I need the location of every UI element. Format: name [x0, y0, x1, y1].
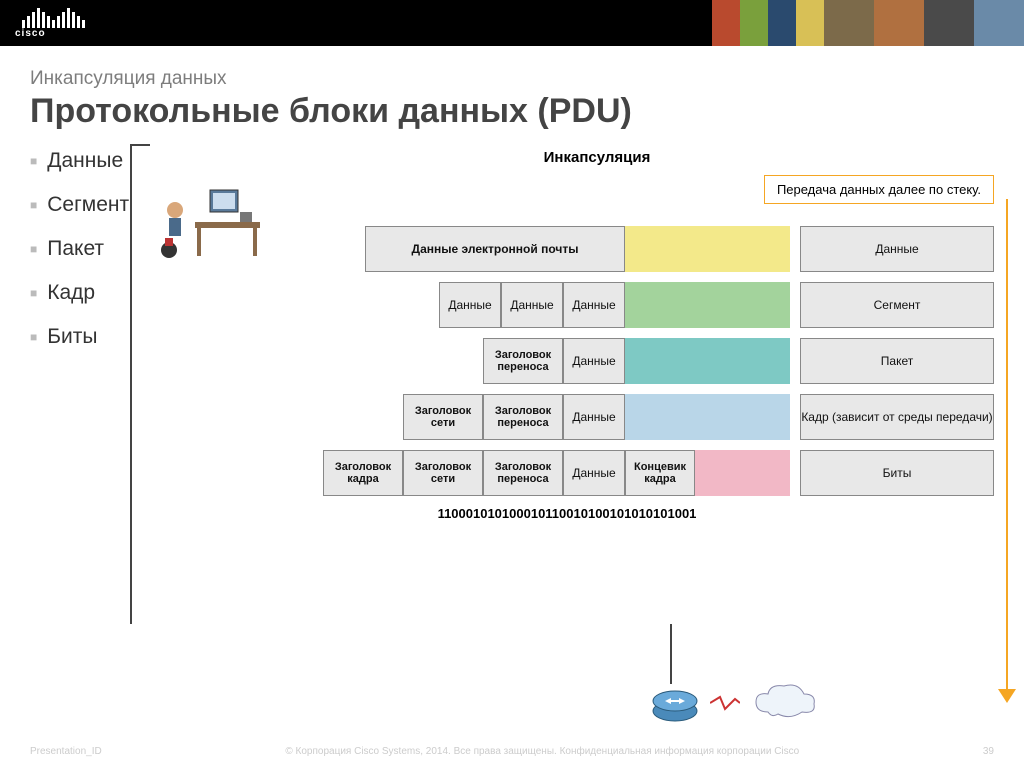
row-boxes: Заголовок сетиЗаголовок переносаДанные	[200, 394, 745, 440]
header-cell: Заголовок переноса	[483, 338, 563, 384]
slide-footer: Presentation_ID © Корпорация Cisco Syste…	[0, 746, 1024, 757]
row-boxes: ДанныеДанныеДанные	[200, 282, 745, 328]
header-cell: Заголовок сети	[403, 450, 483, 496]
connector-v1	[130, 144, 132, 624]
bullet-item: Кадр	[30, 281, 200, 305]
encap-row: Данные электронной почты Данные	[200, 226, 994, 272]
header-cell: Заголовок переноса	[483, 394, 563, 440]
cisco-logo-text: cisco	[0, 28, 85, 39]
pdu-label-box: Пакет	[800, 338, 994, 384]
cisco-logo-bars	[0, 8, 85, 28]
row-bg-color	[610, 282, 790, 328]
top-bar: cisco	[0, 0, 1024, 46]
data-cell: Данные	[563, 282, 625, 328]
header-cell: Заголовок кадра	[323, 450, 403, 496]
header-cell: Заголовок переноса	[483, 450, 563, 496]
encap-row: Заголовок переносаДанные Пакет	[200, 338, 994, 384]
row-boxes: Данные электронной почты	[200, 226, 745, 272]
encap-row: ДанныеДанныеДанныеСегмент	[200, 282, 994, 328]
workstation-icon	[155, 180, 265, 265]
pdu-label-box: Биты	[800, 450, 994, 496]
row-bg-color	[610, 338, 790, 384]
data-cell: Данные	[563, 450, 625, 496]
diagram-heading: Инкапсуляция	[200, 149, 994, 166]
footer-center: © Корпорация Cisco Systems, 2014. Все пр…	[285, 746, 799, 757]
encapsulation-diagram: Инкапсуляция Передача данных далее по ст…	[200, 149, 994, 521]
slide-subtitle: Инкапсуляция данных	[30, 68, 994, 90]
data-cell: Данные	[563, 394, 625, 440]
footer-right: 39	[983, 746, 994, 757]
pdu-label-box: Кадр (зависит от среды передачи)	[800, 394, 994, 440]
encap-row: Заголовок сетиЗаголовок переносаДанные Ка…	[200, 394, 994, 440]
connector-h0	[130, 144, 150, 146]
header-cell: Концевик кадра	[625, 450, 695, 496]
row-boxes: Заголовок кадраЗаголовок сетиЗаголовок п…	[200, 450, 745, 496]
wide-data-box: Данные электронной почты	[365, 226, 625, 272]
pdu-label-box: Данные	[800, 226, 994, 272]
bullet-item: Биты	[30, 325, 200, 349]
slide-title: Протокольные блоки данных (PDU)	[30, 92, 994, 131]
stack-arrow	[998, 199, 1012, 703]
footer-left: Presentation_ID	[30, 746, 102, 757]
bits-string: 110001010100010110010100101010101001	[140, 506, 994, 521]
encap-row: Заголовок кадраЗаголовок сетиЗаголовок п…	[200, 450, 994, 496]
connector-to-router	[670, 624, 672, 684]
data-cell: Данные	[563, 338, 625, 384]
row-boxes: Заголовок переносаДанные	[200, 338, 745, 384]
banner-strip	[712, 0, 1024, 46]
pdu-label-box: Сегмент	[800, 282, 994, 328]
row-bg-color	[610, 394, 790, 440]
router-cloud-icon	[650, 680, 820, 725]
data-cell: Данные	[439, 282, 501, 328]
bullet-item: Данные	[30, 149, 200, 173]
callout-box: Передача данных далее по стеку.	[764, 175, 994, 204]
data-cell: Данные	[501, 282, 563, 328]
header-cell: Заголовок сети	[403, 394, 483, 440]
